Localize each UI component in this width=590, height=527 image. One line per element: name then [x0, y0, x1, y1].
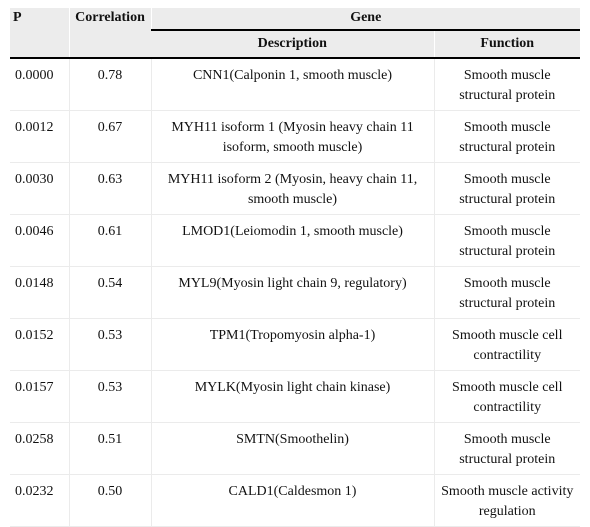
- table-row: 0.0046 0.61 LMOD1(Leiomodin 1, smooth musc…: [10, 214, 581, 267]
- correlation-cell-text: 0.54: [97, 276, 123, 291]
- header-function: Function: [433, 30, 581, 59]
- function-cell-text: Smooth muscle structural protein: [459, 172, 556, 207]
- function-cell: Smooth muscle structural protein: [433, 214, 581, 267]
- header-correlation: Correlation: [68, 8, 151, 59]
- p-value-cell-text: 0.0030: [15, 172, 54, 187]
- description-cell: MYH11 isoform 1 (Myosin heavy chain 11 i…: [150, 110, 434, 163]
- p-value-cell: 0.0012: [10, 110, 69, 163]
- function-cell: Smooth muscle structural protein: [433, 422, 581, 475]
- p-value-cell: 0.0046: [10, 214, 69, 267]
- function-cell-text: Smooth muscle structural protein: [459, 120, 556, 155]
- function-cell: Smooth muscle activity regulation: [433, 474, 581, 527]
- function-cell-text: Smooth muscle structural protein: [459, 432, 556, 467]
- table-row: 0.0258 0.51 SMTN(Smoothelin) Smooth muscle …: [10, 422, 581, 475]
- table-row: 0.0030 0.63 MYH11 isoform 2 (Myosin, heavy…: [10, 162, 581, 215]
- correlation-cell: 0.51: [68, 422, 151, 475]
- description-cell: MYLK(Myosin light chain kinase): [150, 370, 434, 423]
- function-cell: Smooth muscle structural protein: [433, 266, 581, 319]
- description-cell: SMTN(Smoothelin): [150, 422, 434, 475]
- p-value-cell: 0.0148: [10, 266, 69, 319]
- p-value-cell-text: 0.0012: [15, 120, 54, 135]
- header-description: Description: [151, 30, 434, 59]
- correlation-cell: 0.53: [68, 370, 151, 423]
- correlation-cell: 0.50: [68, 474, 151, 527]
- correlation-cell-text: 0.53: [97, 328, 123, 343]
- p-value-cell-text: 0.0232: [15, 484, 54, 499]
- p-value-cell: 0.0157: [10, 370, 69, 423]
- description-cell: TPM1(Tropomyosin alpha-1): [150, 318, 434, 371]
- description-cell: LMOD1(Leiomodin 1, smooth muscle): [150, 214, 434, 267]
- header-gene: Gene: [150, 8, 581, 32]
- description-cell: CNN1(Calponin 1, smooth muscle): [150, 58, 434, 111]
- p-value-cell: 0.0258: [10, 422, 69, 475]
- p-value-cell-text: 0.0258: [15, 432, 54, 447]
- p-value-cell: 0.0152: [10, 318, 69, 371]
- correlation-cell: 0.61: [68, 214, 151, 267]
- function-cell: Smooth muscle structural protein: [433, 162, 581, 215]
- table-row: 0.0157 0.53 MYLK(Myosin light chain kinase…: [10, 370, 581, 423]
- function-cell: Smooth muscle cell contractility: [433, 318, 581, 371]
- description-cell-text: MYL9(Myosin light chain 9, regulatory): [178, 276, 407, 291]
- correlation-cell: 0.54: [68, 266, 151, 319]
- description-cell-text: MYH11 isoform 2 (Myosin, heavy chain 11,…: [167, 172, 418, 207]
- p-value-cell: 0.0000: [10, 58, 69, 111]
- table-body: 0.0000 0.78 CNN1(Calponin 1, smooth muscle…: [10, 58, 581, 527]
- correlation-cell-text: 0.78: [97, 68, 123, 83]
- table-row: 0.0012 0.67 MYH11 isoform 1 (Myosin heavy …: [10, 110, 581, 163]
- description-cell-text: MYLK(Myosin light chain kinase): [194, 380, 391, 395]
- function-cell-text: Smooth muscle structural protein: [459, 224, 556, 259]
- p-value-cell-text: 0.0046: [15, 224, 54, 239]
- description-cell: MYL9(Myosin light chain 9, regulatory): [150, 266, 434, 319]
- function-cell: Smooth muscle structural protein: [433, 58, 581, 111]
- header-p: P: [10, 8, 69, 59]
- p-value-cell: 0.0030: [10, 162, 69, 215]
- function-cell-text: Smooth muscle structural protein: [459, 276, 556, 311]
- correlation-cell: 0.67: [68, 110, 151, 163]
- description-cell: CALD1(Caldesmon 1): [150, 474, 434, 527]
- correlation-cell-text: 0.51: [97, 432, 123, 447]
- table-row: 0.0152 0.53 TPM1(Tropomyosin alpha-1) Smoot…: [10, 318, 581, 371]
- correlation-cell: 0.63: [68, 162, 151, 215]
- function-cell-text: Smooth muscle structural protein: [459, 68, 556, 103]
- p-value-cell: 0.0232: [10, 474, 69, 527]
- table-row: 0.0000 0.78 CNN1(Calponin 1, smooth muscle…: [10, 58, 581, 111]
- function-cell: Smooth muscle structural protein: [433, 110, 581, 163]
- function-cell-text: Smooth muscle cell contractility: [452, 380, 563, 415]
- correlation-cell-text: 0.67: [97, 120, 123, 135]
- table-row: 0.0148 0.54 MYL9(Myosin light chain 9, reg…: [10, 266, 581, 319]
- p-value-cell-text: 0.0000: [15, 68, 54, 83]
- description-cell-text: CNN1(Calponin 1, smooth muscle): [192, 68, 393, 83]
- table-row: 0.0232 0.50 CALD1(Caldesmon 1) Smooth muscl…: [10, 474, 581, 527]
- description-cell-text: CALD1(Caldesmon 1): [228, 484, 357, 499]
- description-cell-text: SMTN(Smoothelin): [236, 432, 349, 447]
- correlation-cell: 0.78: [68, 58, 151, 111]
- correlation-cell-text: 0.61: [97, 224, 123, 239]
- correlation-cell-text: 0.63: [97, 172, 123, 187]
- function-cell-text: Smooth muscle activity regulation: [441, 484, 574, 519]
- description-cell: MYH11 isoform 2 (Myosin, heavy chain 11,…: [150, 162, 434, 215]
- correlation-cell: 0.53: [68, 318, 151, 371]
- description-cell-text: MYH11 isoform 1 (Myosin heavy chain 11 i…: [171, 120, 414, 155]
- table-header: P Correlation Gene Description Function: [10, 8, 581, 59]
- p-value-cell-text: 0.0148: [15, 276, 54, 291]
- description-cell-text: LMOD1(Leiomodin 1, smooth muscle): [182, 224, 403, 239]
- p-value-cell-text: 0.0157: [15, 380, 54, 395]
- correlation-cell-text: 0.53: [97, 380, 123, 395]
- gene-correlation-table: P Correlation Gene Description Function …: [10, 8, 581, 527]
- correlation-cell-text: 0.50: [97, 484, 123, 499]
- p-value-cell-text: 0.0152: [15, 328, 54, 343]
- description-cell-text: TPM1(Tropomyosin alpha-1): [209, 328, 376, 343]
- function-cell-text: Smooth muscle cell contractility: [452, 328, 563, 363]
- function-cell: Smooth muscle cell contractility: [433, 370, 581, 423]
